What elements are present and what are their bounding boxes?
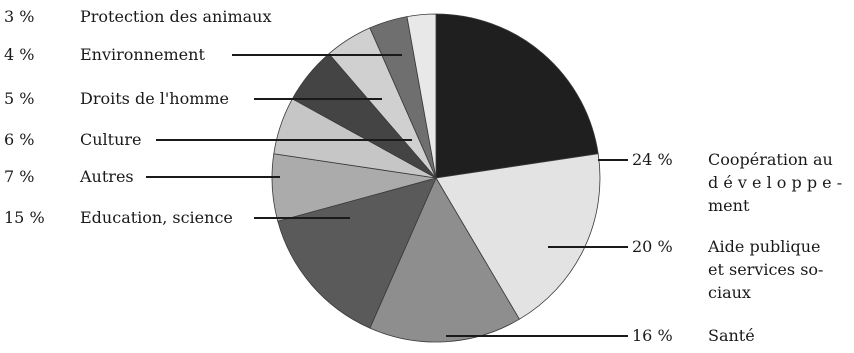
slice-name-label: Aide publique: [707, 237, 821, 256]
slice-name-label: Education, science: [80, 208, 233, 227]
pie-slice: [435, 13, 599, 179]
slice-name-label: d é v e l o p p e -: [708, 173, 842, 192]
slice-name-label: Environnement: [80, 45, 205, 64]
slice-percent-label: 4 %: [4, 45, 34, 64]
slice-percent-label: 15 %: [4, 208, 45, 227]
slice-percent-label: 5 %: [4, 89, 34, 108]
slice-name-label: Culture: [80, 130, 142, 149]
slice-percent-label: 7 %: [4, 167, 34, 186]
slice-name-label: ciaux: [708, 283, 751, 302]
slice-name-label: et services so-: [708, 260, 823, 279]
slice-name-label: Droits de l'homme: [80, 89, 229, 108]
slice-percent-label: 3 %: [4, 7, 34, 26]
slice-name-label: Autres: [79, 167, 134, 186]
slice-name-label: Protection des animaux: [80, 7, 271, 26]
pie-slice: [406, 13, 437, 179]
slice-percent-label: 24 %: [632, 150, 673, 169]
pie-slice: [277, 177, 437, 329]
slice-name-label: Coopération au: [708, 150, 833, 169]
pie-slice: [435, 153, 601, 320]
pie-slice: [369, 177, 520, 343]
slice-name-label: ment: [708, 196, 750, 215]
slice-percent-label: 16 %: [632, 326, 673, 345]
slice-labels: 24 % Coopération au d é v e l o p p e - men…: [4, 7, 842, 345]
slice-name-label: Santé: [708, 326, 755, 345]
slice-percent-label: 20 %: [632, 237, 673, 256]
pie-slices: [271, 13, 601, 343]
leader-lines: [146, 54, 628, 337]
slice-percent-label: 6 %: [4, 130, 34, 149]
